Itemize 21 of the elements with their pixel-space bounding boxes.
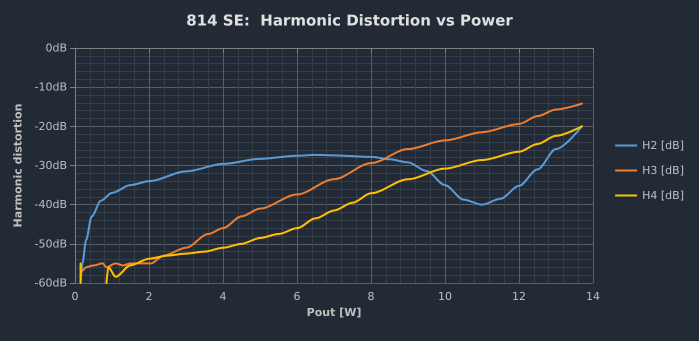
y-axis-title: Harmonic distortion [12, 104, 25, 228]
chart-title: 814 SE: Harmonic Distortion vs Power [186, 12, 514, 30]
x-tick-label: 14 [586, 290, 600, 303]
y-tick-label: -20dB [34, 120, 67, 133]
x-axis-title: Pout [W] [306, 306, 362, 319]
y-tick-label: -30dB [34, 159, 67, 172]
legend-label: H3 [dB] [642, 164, 684, 177]
x-tick-label: 4 [220, 290, 226, 303]
x-tick-label: 10 [438, 290, 452, 303]
y-tick-label: -50dB [34, 237, 67, 250]
legend-label: H2 [dB] [642, 139, 684, 152]
y-tick-label: -60dB [34, 276, 67, 290]
y-tick-label: -10dB [34, 80, 67, 94]
y-tick-label: 0dB [45, 42, 67, 54]
x-tick-label: 0 [72, 290, 78, 303]
x-tick-label: 6 [294, 290, 300, 303]
y-tick-label: -40dB [34, 198, 67, 212]
x-tick-label: 12 [512, 290, 526, 303]
legend-label: H4 [dB] [642, 189, 684, 202]
x-tick-label: 8 [368, 290, 374, 303]
x-tick-label: 2 [146, 290, 152, 303]
